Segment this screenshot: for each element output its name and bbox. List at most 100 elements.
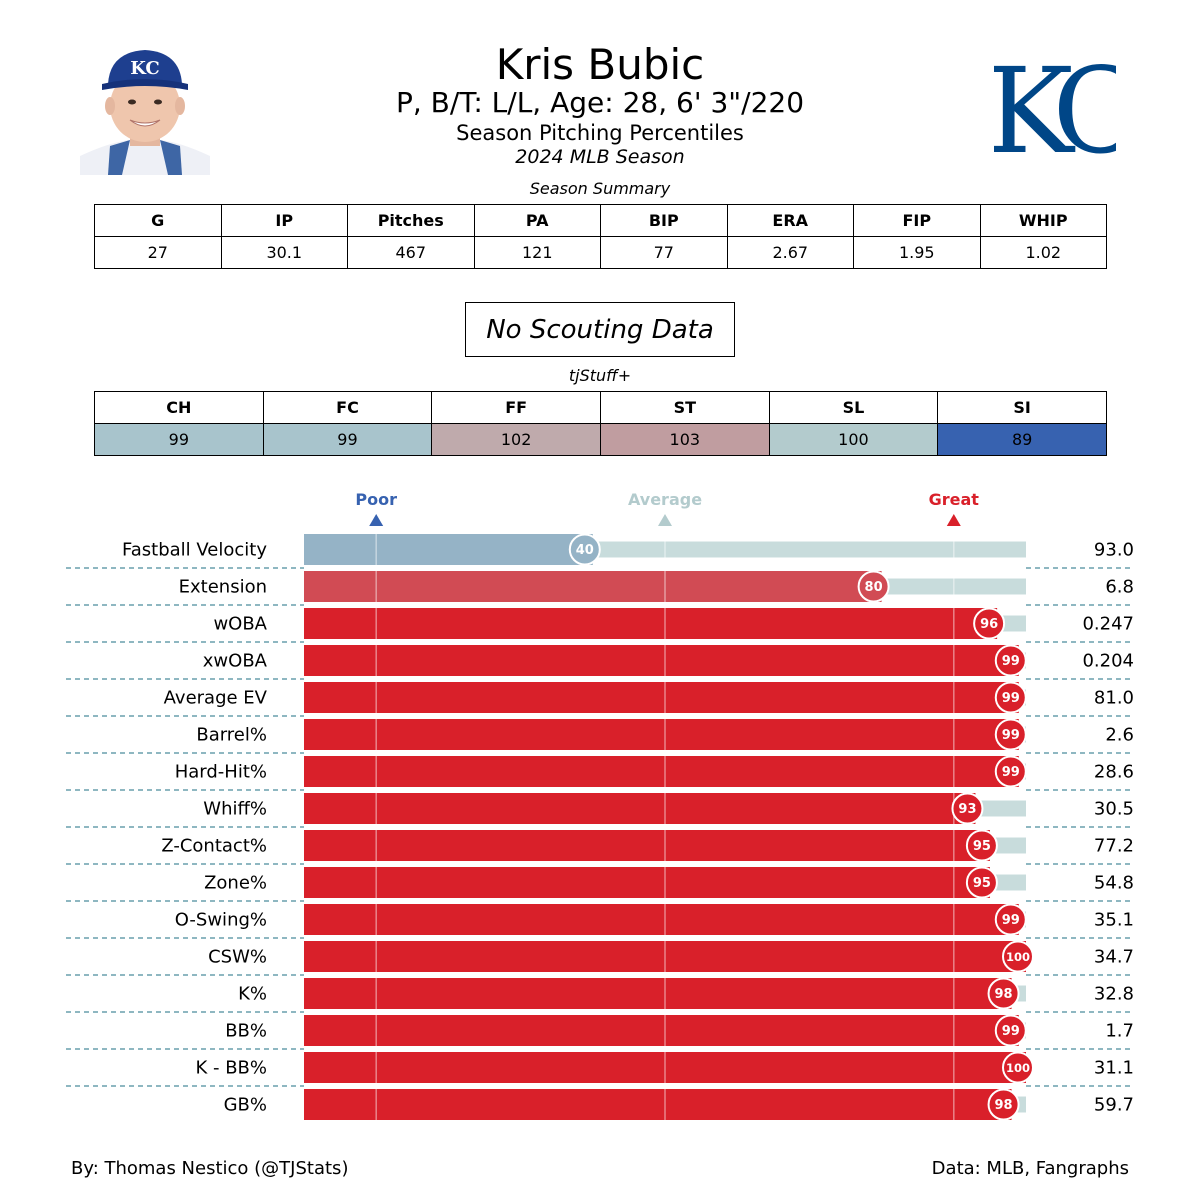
percentile-text-14: 100 bbox=[1006, 1061, 1030, 1075]
summary-header-fip: FIP bbox=[853, 204, 981, 237]
bar-7 bbox=[304, 793, 976, 824]
metric-label-0: Fastball Velocity bbox=[122, 540, 267, 561]
metric-value-9: 54.8 bbox=[1094, 873, 1134, 894]
season-label: 2024 MLB Season bbox=[515, 146, 685, 168]
tjstuff-value-si: 89 bbox=[937, 423, 1107, 456]
bar-8 bbox=[304, 830, 990, 861]
percentile-text-2: 96 bbox=[980, 617, 998, 632]
metric-value-10: 35.1 bbox=[1094, 910, 1134, 931]
metric-value-13: 1.7 bbox=[1105, 1021, 1134, 1042]
summary-value-g: 27 bbox=[94, 236, 222, 269]
scale-arrow-average bbox=[658, 514, 672, 526]
metric-value-8: 77.2 bbox=[1094, 836, 1134, 857]
percentile-text-12: 98 bbox=[995, 987, 1013, 1002]
bar-12 bbox=[304, 978, 1012, 1009]
tjstuff-value-ff: 102 bbox=[431, 423, 601, 456]
tjstuff-table: CH FC FF ST SL SI 99 99 102 103 100 89 bbox=[94, 391, 1107, 456]
tjstuff-value-sl: 100 bbox=[768, 423, 939, 456]
scale-label-poor: Poor bbox=[355, 490, 397, 509]
percentile-badge-10 bbox=[994, 903, 1027, 936]
percentile-text-15: 98 bbox=[995, 1098, 1013, 1113]
percentile-text-10: 99 bbox=[1002, 913, 1020, 928]
team-logo-text: KC bbox=[994, 48, 1116, 172]
metric-value-6: 28.6 bbox=[1094, 762, 1134, 783]
bar-9 bbox=[304, 867, 990, 898]
tjstuff-header-si: SI bbox=[937, 391, 1107, 424]
percentile-text-3: 99 bbox=[1002, 654, 1020, 669]
bar-13 bbox=[304, 1015, 1019, 1046]
percentile-text-1: 80 bbox=[865, 580, 883, 595]
summary-header-whip: WHIP bbox=[979, 204, 1107, 237]
metric-label-5: Barrel% bbox=[196, 725, 267, 746]
metric-value-1: 6.8 bbox=[1105, 577, 1134, 598]
player-bio: P, B/T: L/L, Age: 28, 6' 3"/220 bbox=[395, 86, 805, 119]
percentile-text-9: 95 bbox=[973, 876, 991, 891]
bar-5 bbox=[304, 719, 1019, 750]
track-8 bbox=[989, 837, 1026, 854]
data-source: Data: MLB, Fangraphs bbox=[931, 1158, 1129, 1179]
bar-0 bbox=[304, 534, 593, 565]
tjstuff-value-fc: 99 bbox=[262, 423, 433, 456]
season-summary-table: G IP Pitches PA BIP ERA FIP WHIP 27 30.1… bbox=[94, 204, 1107, 269]
metric-label-2: wOBA bbox=[213, 614, 267, 635]
tjstuff-header-st: ST bbox=[599, 391, 770, 424]
metric-value-3: 0.204 bbox=[1082, 651, 1134, 672]
scale-arrow-poor bbox=[369, 514, 384, 526]
tjstuff-value-st: 103 bbox=[599, 423, 770, 456]
tjstuff-header-row: CH FC FF ST SL SI bbox=[94, 391, 1107, 424]
metric-value-0: 93.0 bbox=[1094, 540, 1134, 561]
summary-value-pitches: 467 bbox=[347, 236, 475, 269]
summary-value-ip: 30.1 bbox=[220, 236, 348, 269]
track-9 bbox=[989, 874, 1026, 891]
tjstuff-header-fc: FC bbox=[262, 391, 433, 424]
bar-1 bbox=[304, 571, 882, 602]
summary-header-pitches: Pitches bbox=[347, 204, 475, 237]
percentile-badge-4 bbox=[994, 681, 1027, 714]
metric-label-7: Whiff% bbox=[203, 799, 267, 820]
metric-value-15: 59.7 bbox=[1094, 1095, 1134, 1116]
summary-value-row: 27 30.1 467 121 77 2.67 1.95 1.02 bbox=[94, 236, 1107, 269]
bar-14 bbox=[304, 1052, 1026, 1083]
player-headshot: KC bbox=[80, 44, 210, 175]
percentile-chart: Poor Average Great Fastball Velocity 93.0 Ext… bbox=[66, 490, 1134, 1121]
summary-header-g: G bbox=[94, 204, 222, 237]
percentile-badge-0 bbox=[568, 533, 601, 566]
summary-caption: Season Summary bbox=[529, 179, 671, 198]
summary-header-row: G IP Pitches PA BIP ERA FIP WHIP bbox=[94, 204, 1107, 237]
bar-11 bbox=[304, 941, 1026, 972]
metric-label-3: xwOBA bbox=[203, 651, 268, 672]
metric-label-1: Extension bbox=[179, 577, 267, 598]
bar-6 bbox=[304, 756, 1019, 787]
metric-label-6: Hard-Hit% bbox=[175, 762, 267, 783]
percentile-badge-6 bbox=[994, 755, 1027, 788]
scale-arrow-great bbox=[946, 514, 961, 526]
tjstuff-header-sl: SL bbox=[768, 391, 939, 424]
metric-value-12: 32.8 bbox=[1094, 984, 1134, 1005]
tjstuff-header-ch: CH bbox=[94, 391, 264, 424]
percentile-text-11: 100 bbox=[1006, 950, 1030, 964]
scale-label-average: Average bbox=[628, 490, 702, 509]
metric-value-5: 2.6 bbox=[1105, 725, 1134, 746]
percentile-badge-3 bbox=[994, 644, 1027, 677]
scale-label-great: Great bbox=[929, 490, 980, 509]
metric-value-4: 81.0 bbox=[1094, 688, 1134, 709]
bar-15 bbox=[304, 1089, 1012, 1120]
metric-label-8: Z-Contact% bbox=[161, 836, 267, 857]
summary-value-era: 2.67 bbox=[726, 236, 854, 269]
percentile-badge-5 bbox=[994, 718, 1027, 751]
team-logo: KC bbox=[994, 48, 1116, 172]
scouting-data-box: No Scouting Data bbox=[465, 302, 735, 357]
chart-subtitle: Season Pitching Percentiles bbox=[456, 121, 744, 145]
metric-value-14: 31.1 bbox=[1094, 1058, 1134, 1079]
percentile-text-8: 95 bbox=[973, 839, 991, 854]
summary-value-fip: 1.95 bbox=[853, 236, 981, 269]
percentile-badge-12 bbox=[987, 977, 1020, 1010]
track-0 bbox=[592, 541, 1026, 558]
summary-value-pa: 121 bbox=[473, 236, 601, 269]
metric-label-10: O-Swing% bbox=[175, 910, 267, 931]
percentile-text-5: 99 bbox=[1002, 728, 1020, 743]
cap-logo: KC bbox=[130, 58, 160, 79]
tjstuff-caption: tjStuff+ bbox=[568, 366, 632, 385]
tjstuff-value-row: 99 99 102 103 100 89 bbox=[94, 423, 1107, 456]
summary-header-bip: BIP bbox=[600, 204, 728, 237]
